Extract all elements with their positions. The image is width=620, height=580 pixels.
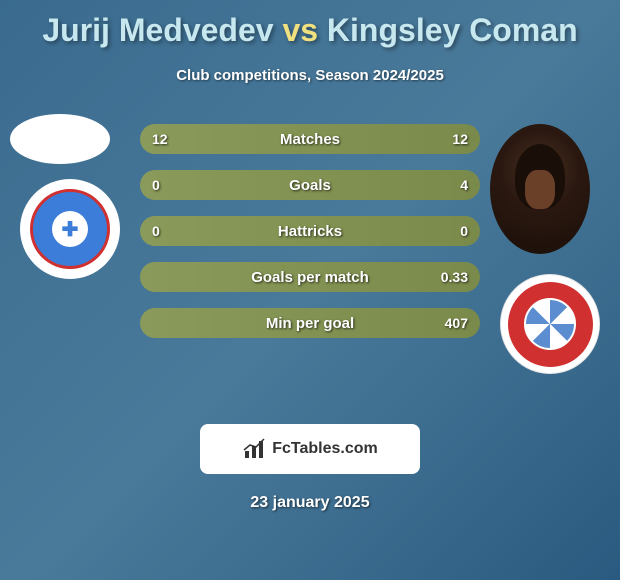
- chart-bars-icon: [242, 437, 266, 461]
- stat-left-value: 12: [152, 131, 192, 147]
- player2-avatar: [490, 124, 590, 254]
- stat-left-value: 0: [152, 223, 192, 239]
- player2-name: Kingsley Coman: [327, 12, 578, 48]
- date-label: 23 january 2025: [0, 494, 620, 512]
- stats-table: 12 Matches 12 0 Goals 4 0 Hattricks 0 Go…: [140, 124, 480, 354]
- stat-row-matches: 12 Matches 12: [140, 124, 480, 154]
- stat-label: Goals per match: [251, 269, 369, 286]
- player1-name: Jurij Medvedev: [42, 12, 273, 48]
- stat-label: Hattricks: [278, 223, 342, 240]
- player1-avatar: [10, 114, 110, 164]
- player2-club-logo: [500, 274, 600, 374]
- player1-club-logo: [20, 179, 120, 279]
- bayern-munchen-icon: [508, 282, 593, 367]
- stat-right-value: 4: [428, 177, 468, 193]
- stat-label: Matches: [280, 131, 340, 148]
- fctables-badge[interactable]: FcTables.com: [200, 424, 420, 474]
- stat-right-value: 0: [428, 223, 468, 239]
- vs-label: vs: [282, 12, 318, 48]
- stat-row-goals: 0 Goals 4: [140, 170, 480, 200]
- stat-right-value: 407: [428, 315, 468, 331]
- stat-row-min-per-goal: Min per goal 407: [140, 308, 480, 338]
- stat-row-hattricks: 0 Hattricks 0: [140, 216, 480, 246]
- subtitle: Club competitions, Season 2024/2025: [0, 67, 620, 84]
- fctables-label: FcTables.com: [272, 440, 378, 458]
- slovan-bratislava-icon: [30, 189, 110, 269]
- comparison-title: Jurij Medvedev vs Kingsley Coman: [0, 0, 620, 49]
- stat-label: Goals: [289, 177, 331, 194]
- comparison-content: 12 Matches 12 0 Goals 4 0 Hattricks 0 Go…: [0, 114, 620, 394]
- stat-row-goals-per-match: Goals per match 0.33: [140, 262, 480, 292]
- stat-label: Min per goal: [266, 315, 354, 332]
- stat-left-value: 0: [152, 177, 192, 193]
- stat-right-value: 0.33: [428, 269, 468, 285]
- stat-right-value: 12: [428, 131, 468, 147]
